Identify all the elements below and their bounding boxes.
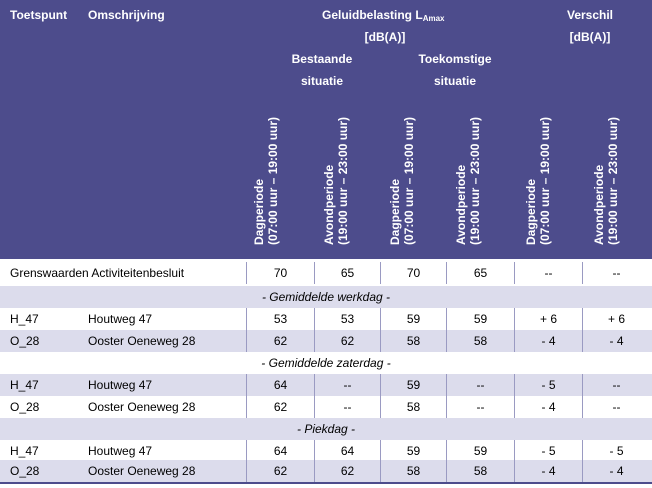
- value-cell: --: [343, 400, 352, 414]
- header-omschrijving: Omschrijving: [88, 8, 165, 22]
- value-cell: - 5: [609, 444, 624, 458]
- toetspunt-cell: H_47: [10, 378, 39, 392]
- value-cell: - 4: [541, 400, 556, 414]
- period-toekomstige-avond: Avondperiode (19:00 uur – 23:00 uur): [454, 116, 482, 245]
- value-cell: 62: [273, 334, 288, 348]
- value-cell: 64: [273, 378, 288, 392]
- value-cell: --: [612, 378, 621, 392]
- bestaande-line2: situatie: [300, 74, 343, 88]
- value-cell: 58: [406, 400, 421, 414]
- omschrijving-cell: Houtweg 47: [88, 312, 153, 326]
- toetspunt-cell: O_28: [10, 400, 40, 414]
- section-title: - Piekdag -: [0, 418, 652, 440]
- value-cell: 65: [340, 266, 355, 280]
- period-verschil-avond: Avondperiode (19:00 uur – 23:00 uur): [592, 116, 620, 245]
- value-cell: 59: [406, 312, 421, 326]
- omschrijving-cell: Ooster Oeneweg 28: [88, 334, 196, 348]
- table-bottom-rule: [0, 482, 652, 484]
- value-cell: 64: [340, 444, 355, 458]
- value-cell: 59: [406, 378, 421, 392]
- header-geluidbelasting: Geluidbelasting LAmax: [322, 8, 444, 23]
- value-cell: 53: [340, 312, 355, 326]
- value-cell: - 5: [541, 444, 556, 458]
- value-cell: - 5: [541, 378, 556, 392]
- value-cell: - 4: [609, 464, 624, 478]
- table-row: O_28 Ooster Oeneweg 28 62 -- 58 -- - 4 -…: [0, 396, 652, 418]
- value-cell: + 6: [539, 312, 557, 326]
- geluid-unit: [dB(A)]: [364, 30, 406, 44]
- table-row: H_47 Houtweg 47 64 64 59 59 - 5 - 5: [0, 440, 652, 462]
- table-row: O_28 Ooster Oeneweg 28 62 62 58 58 - 4 -…: [0, 460, 652, 482]
- value-cell: 59: [406, 444, 421, 458]
- value-cell: --: [612, 266, 621, 280]
- toetspunt-cell: H_47: [10, 444, 39, 458]
- period-toekomstige-dag: Dagperiode (07:00 uur – 19:00 uur): [388, 116, 416, 245]
- value-cell: 64: [273, 444, 288, 458]
- geluid-title: Geluidbelasting L: [322, 8, 423, 22]
- period-verschil-dag: Dagperiode (07:00 uur – 19:00 uur): [524, 116, 552, 245]
- section-title: - Gemiddelde werkdag -: [0, 286, 652, 308]
- value-cell: 70: [406, 266, 421, 280]
- toekomstige-line1: Toekomstige: [418, 52, 492, 66]
- value-cell: 70: [273, 266, 288, 280]
- value-cell: 62: [340, 464, 355, 478]
- period-bestaande-avond: Avondperiode (19:00 uur – 23:00 uur): [322, 116, 350, 245]
- grenswaarden-label: Grenswaarden Activiteitenbesluit: [10, 266, 185, 280]
- value-cell: - 4: [541, 334, 556, 348]
- value-cell: 59: [473, 312, 488, 326]
- value-cell: 53: [273, 312, 288, 326]
- value-cell: 58: [473, 334, 488, 348]
- table-header: Toetspunt Omschrijving Geluidbelasting L…: [0, 0, 652, 259]
- table-row: H_47 Houtweg 47 53 53 59 59 + 6 + 6: [0, 308, 652, 330]
- value-cell: 58: [406, 464, 421, 478]
- value-cell: 59: [473, 444, 488, 458]
- toetspunt-cell: O_28: [10, 464, 40, 478]
- verschil-unit: [dB(A)]: [569, 30, 611, 44]
- header-verschil: Verschil: [566, 8, 614, 22]
- value-cell: --: [343, 378, 352, 392]
- value-cell: --: [476, 400, 485, 414]
- geluid-subscript: Amax: [422, 14, 445, 23]
- omschrijving-cell: Houtweg 47: [88, 378, 153, 392]
- omschrijving-cell: Ooster Oeneweg 28: [88, 400, 196, 414]
- value-cell: + 6: [607, 312, 625, 326]
- value-cell: 62: [340, 334, 355, 348]
- value-cell: 62: [273, 464, 288, 478]
- table-row: O_28 Ooster Oeneweg 28 62 62 58 58 - 4 -…: [0, 330, 652, 352]
- section-title: - Gemiddelde zaterdag -: [261, 356, 391, 370]
- period-bestaande-dag: Dagperiode (07:00 uur – 19:00 uur): [252, 116, 280, 245]
- value-cell: - 4: [609, 334, 624, 348]
- bestaande-line1: Bestaande: [291, 52, 353, 66]
- value-cell: - 4: [541, 464, 556, 478]
- toetspunt-cell: H_47: [10, 312, 39, 326]
- value-cell: 65: [473, 266, 488, 280]
- grenswaarden-row: Grenswaarden Activiteitenbesluit 70 65 7…: [0, 262, 652, 284]
- toetspunt-cell: O_28: [10, 334, 40, 348]
- value-cell: --: [544, 266, 553, 280]
- value-cell: 58: [406, 334, 421, 348]
- header-toetspunt: Toetspunt: [10, 8, 68, 22]
- value-cell: --: [476, 378, 485, 392]
- omschrijving-cell: Ooster Oeneweg 28: [88, 464, 196, 478]
- value-cell: --: [612, 400, 621, 414]
- toekomstige-line2: situatie: [433, 74, 476, 88]
- omschrijving-cell: Houtweg 47: [88, 444, 153, 458]
- value-cell: 62: [273, 400, 288, 414]
- table-row: H_47 Houtweg 47 64 -- 59 -- - 5 --: [0, 374, 652, 396]
- value-cell: 58: [473, 464, 488, 478]
